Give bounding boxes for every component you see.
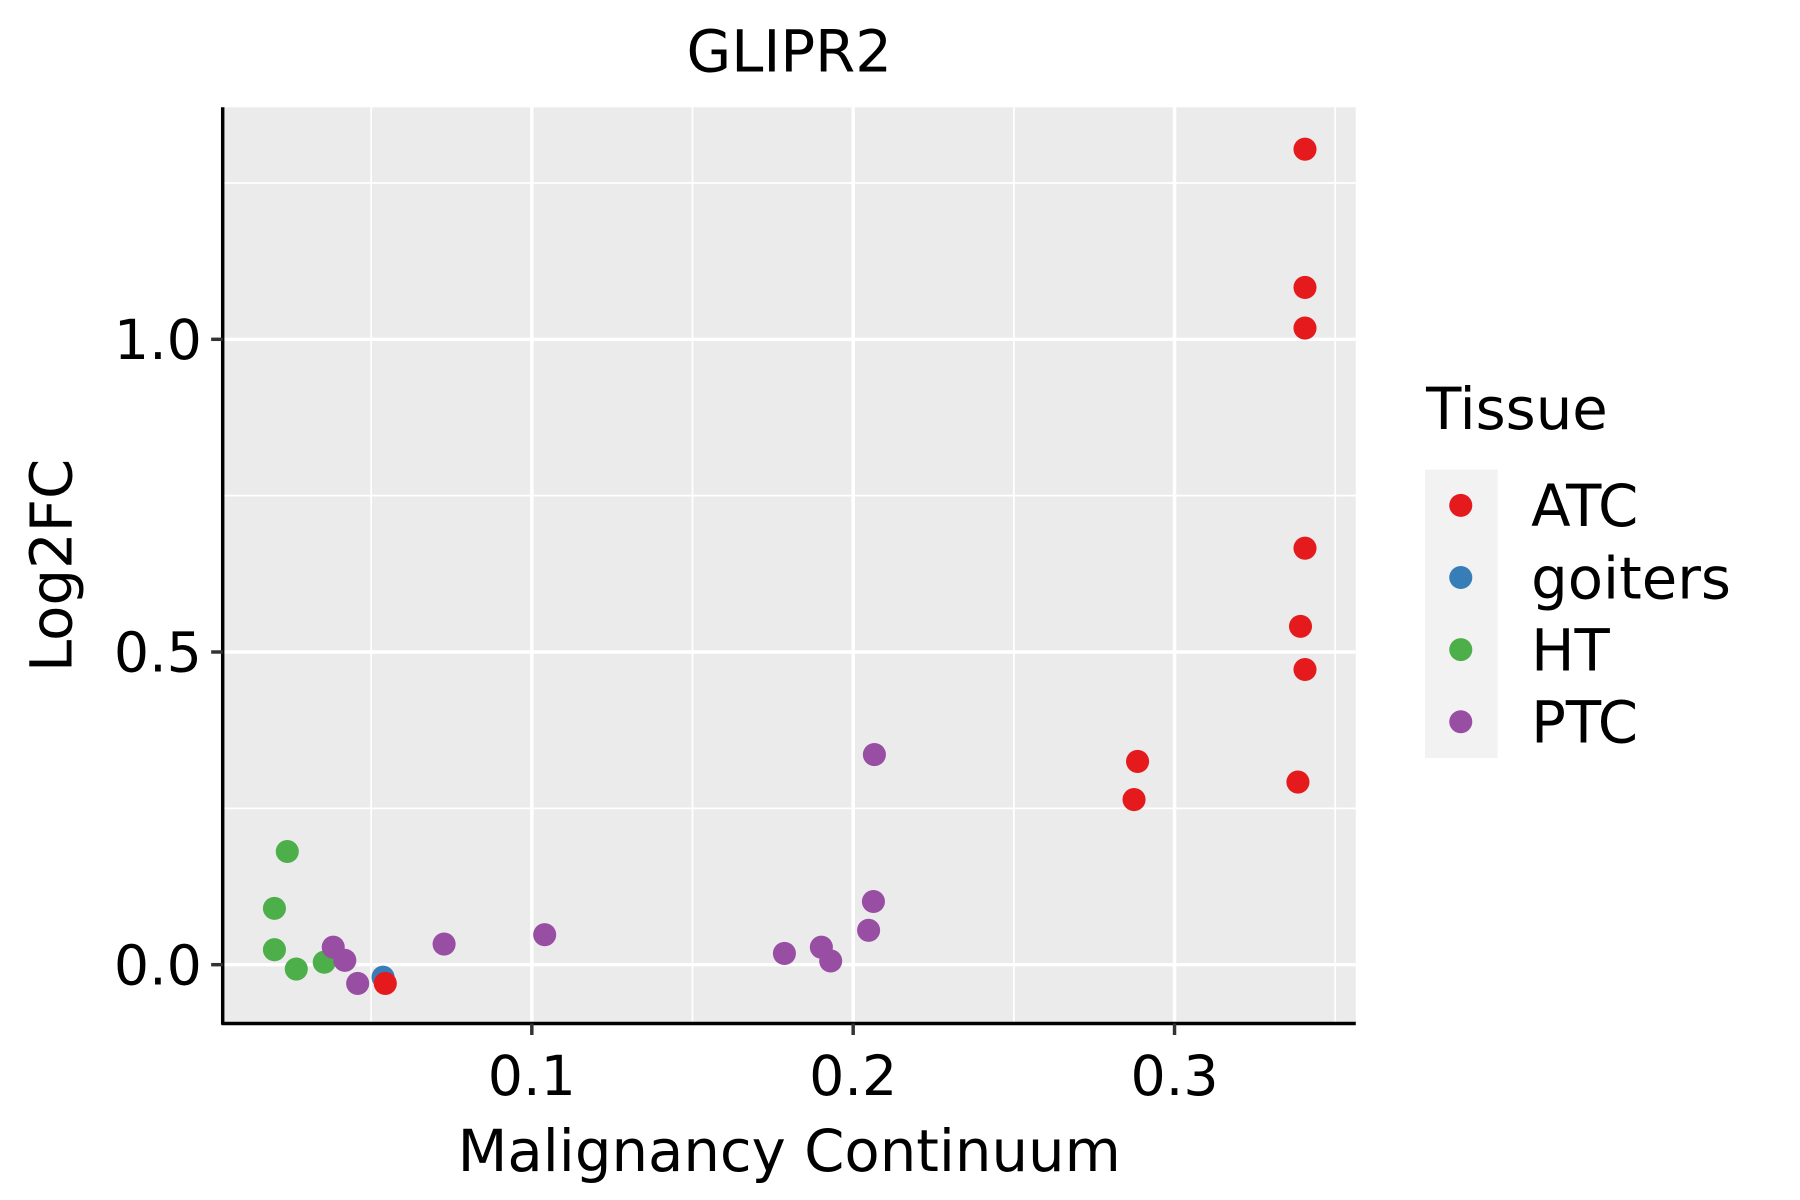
legend-key-goiters (1449, 565, 1473, 590)
point-atc (1293, 275, 1317, 299)
point-atc (1288, 614, 1313, 638)
legend-label-ptc: PTC (1531, 689, 1638, 757)
legend-key-atc (1449, 493, 1473, 517)
legend-label-atc: ATC (1531, 472, 1638, 540)
legend-key-ht (1449, 638, 1473, 662)
point-atc (1293, 657, 1317, 682)
point-ptc (819, 949, 843, 973)
point-ptc (857, 918, 881, 942)
x-tick-label: 0.1 (488, 1045, 576, 1109)
legend-label-ht: HT (1531, 616, 1610, 684)
axis-ticks: 0.1 0.2 0.3 0.0 0.5 1.0 (114, 309, 1219, 1109)
point-atc (1286, 770, 1310, 794)
data-points (262, 137, 1317, 995)
y-axis-label: Log2FC (18, 459, 86, 672)
y-tick-label: 0.0 (114, 934, 202, 998)
point-ptc (533, 923, 557, 947)
point-ptc (333, 948, 357, 972)
point-ht (284, 957, 308, 981)
point-atc (373, 971, 397, 995)
chart-title: GLIPR2 (687, 18, 892, 86)
legend-key-ptc (1449, 710, 1473, 734)
grid-lines (222, 107, 1356, 1024)
point-ptc (432, 932, 456, 956)
point-ht (262, 896, 286, 920)
x-axis-label: Malignancy Continuum (458, 1117, 1121, 1185)
y-tick-label: 0.5 (114, 622, 202, 686)
legend-title: Tissue (1425, 375, 1608, 443)
point-ptc (772, 941, 796, 965)
x-tick-label: 0.2 (809, 1045, 897, 1109)
plot-panel (222, 107, 1356, 1024)
point-ht (262, 938, 286, 962)
legend-label-goiters: goiters (1531, 544, 1731, 612)
point-atc (1126, 749, 1150, 773)
point-ht (275, 839, 299, 864)
legend-key-background (1425, 469, 1498, 759)
y-tick-label: 1.0 (114, 309, 202, 373)
point-ptc (861, 889, 885, 914)
point-ptc (346, 971, 370, 995)
point-atc (1293, 137, 1317, 161)
x-tick-label: 0.3 (1130, 1045, 1218, 1109)
point-atc (1293, 316, 1317, 340)
point-atc (1122, 788, 1146, 812)
point-atc (1293, 536, 1317, 560)
point-ptc (862, 743, 886, 767)
